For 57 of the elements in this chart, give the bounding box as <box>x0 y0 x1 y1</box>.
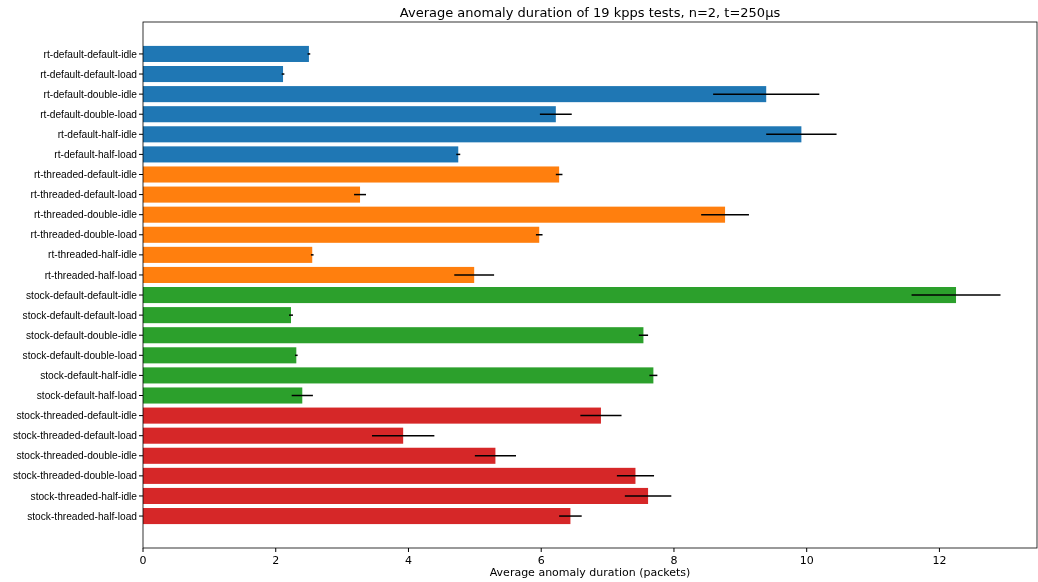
y-tick-label: stock-threaded-default-load <box>12 430 138 442</box>
x-tick-label: 12 <box>932 554 947 567</box>
y-tick-label: stock-default-default-idle <box>26 289 138 301</box>
x-axis-title: Average anomaly duration (packets) <box>489 566 691 579</box>
y-tick-label: rt-default-half-load <box>54 148 138 160</box>
bar <box>143 287 957 304</box>
bar <box>143 186 361 203</box>
bar <box>143 407 601 424</box>
y-tick-label: rt-threaded-half-idle <box>48 249 138 261</box>
bar <box>143 206 726 223</box>
chart-title: Average anomaly duration of 19 kpps tests, n=2, t=250µs <box>399 5 781 20</box>
bar <box>143 467 636 484</box>
x-tick-label: 0 <box>139 554 147 567</box>
bar <box>143 427 404 444</box>
bar <box>143 246 313 263</box>
y-tick-label: rt-default-half-idle <box>57 128 138 140</box>
y-tick-label: rt-default-default-load <box>40 68 138 80</box>
bar <box>143 106 556 123</box>
y-tick-label: stock-default-double-idle <box>26 329 138 341</box>
bar <box>143 367 654 384</box>
bar <box>143 266 475 283</box>
y-tick-label: rt-default-double-idle <box>43 88 138 100</box>
y-tick-label: rt-threaded-half-load <box>44 269 138 281</box>
y-tick-label: rt-threaded-default-idle <box>33 169 138 181</box>
y-tick-label: stock-threaded-default-idle <box>16 410 138 422</box>
bar <box>143 86 767 103</box>
bar <box>143 307 291 324</box>
bar <box>143 146 459 163</box>
bar <box>143 226 540 243</box>
bar <box>143 447 496 464</box>
y-tick-label: stock-default-default-load <box>22 309 138 321</box>
x-tick-label: 2 <box>272 554 280 567</box>
y-tick-label: stock-threaded-half-idle <box>30 490 138 502</box>
y-tick-label: stock-default-half-idle <box>40 369 138 381</box>
bar <box>143 126 802 143</box>
bar <box>143 45 309 62</box>
y-tick-label: stock-threaded-half-load <box>27 510 138 522</box>
bar <box>143 66 284 83</box>
y-tick-label: stock-threaded-double-load <box>12 470 138 482</box>
bar <box>143 166 560 183</box>
y-tick-label: rt-threaded-double-load <box>30 229 138 241</box>
y-tick-label: rt-default-default-idle <box>43 48 138 60</box>
y-tick-label: stock-default-double-load <box>22 349 138 361</box>
bar <box>143 387 303 404</box>
y-tick-label: stock-default-half-load <box>36 390 138 402</box>
x-tick-label: 4 <box>404 554 412 567</box>
y-tick-label: rt-threaded-default-load <box>30 189 138 201</box>
x-tick-label: 10 <box>799 554 814 567</box>
x-tick-label: 6 <box>537 554 545 567</box>
bar <box>143 347 297 364</box>
bar <box>143 327 644 344</box>
bar <box>143 487 649 504</box>
bar <box>143 508 571 525</box>
y-tick-label: rt-default-double-load <box>40 108 138 120</box>
x-tick-label: 8 <box>670 554 678 567</box>
y-tick-label: rt-threaded-double-idle <box>33 209 138 221</box>
y-tick-label: stock-threaded-double-idle <box>16 450 138 462</box>
